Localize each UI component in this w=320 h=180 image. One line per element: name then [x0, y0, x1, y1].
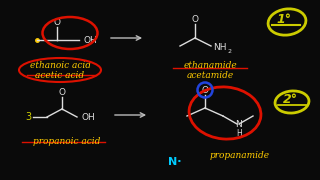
Text: 3: 3 — [25, 112, 31, 122]
Text: propanamide: propanamide — [210, 152, 270, 161]
Text: O: O — [53, 17, 60, 26]
Text: NH: NH — [213, 42, 227, 51]
Text: acetamide: acetamide — [186, 71, 234, 80]
Text: ethanoic acid: ethanoic acid — [29, 60, 91, 69]
Text: H: H — [236, 129, 242, 138]
Text: propanoic acid: propanoic acid — [33, 138, 101, 147]
Text: ethanamide: ethanamide — [183, 60, 237, 69]
Text: N·: N· — [168, 157, 182, 167]
Text: N: N — [236, 120, 242, 129]
Text: O: O — [202, 86, 209, 94]
Text: O: O — [191, 15, 198, 24]
Text: 2: 2 — [227, 48, 231, 53]
Text: 2°: 2° — [283, 93, 298, 105]
Text: OH: OH — [81, 112, 95, 122]
Text: 1°: 1° — [276, 12, 292, 26]
Text: OH: OH — [84, 35, 98, 44]
Text: O: O — [59, 87, 66, 96]
Text: acetic acid: acetic acid — [36, 71, 84, 80]
